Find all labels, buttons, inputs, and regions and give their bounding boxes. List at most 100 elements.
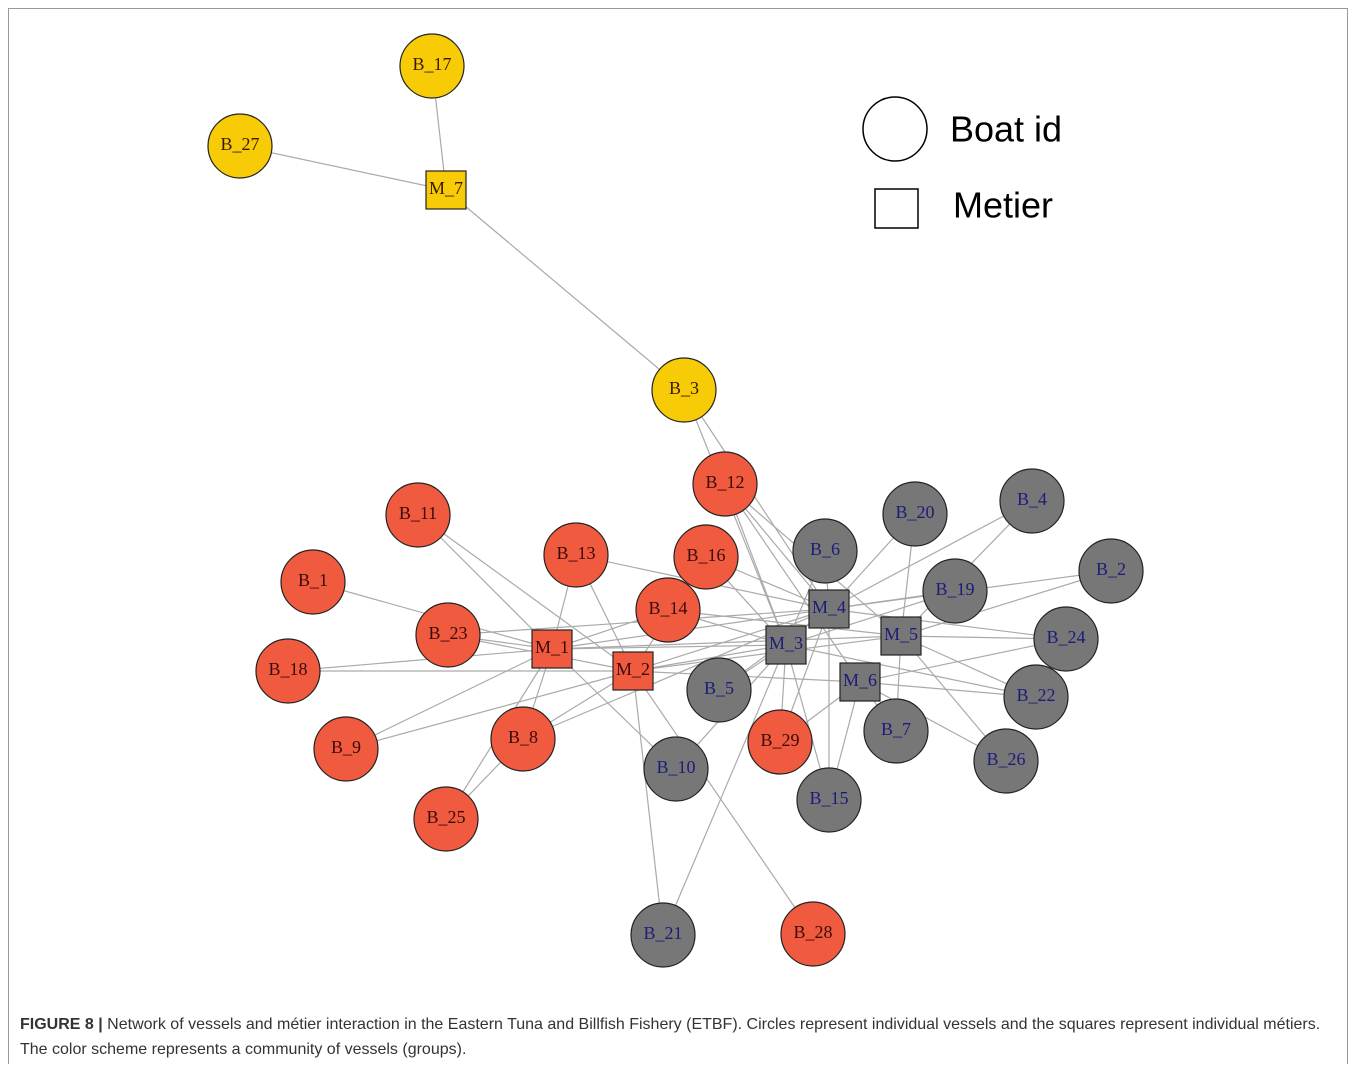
node-label: M_1 — [535, 637, 569, 657]
legend-boat: Boat id — [950, 109, 1062, 150]
edge — [828, 608, 1067, 640]
node-label: M_4 — [812, 597, 846, 617]
boat-node — [280, 549, 346, 615]
node-label: B_11 — [399, 503, 437, 523]
boat-node — [1078, 538, 1144, 604]
node-label: B_24 — [1046, 627, 1085, 647]
edge — [345, 648, 553, 750]
boat-node — [780, 901, 846, 967]
metier-node — [808, 589, 850, 629]
edge — [417, 514, 634, 672]
node-label: B_21 — [643, 923, 682, 943]
node-label: B_26 — [986, 749, 1025, 769]
legend-square — [874, 188, 919, 229]
node-label: B_12 — [705, 472, 744, 492]
boat-node — [313, 716, 379, 782]
edge — [900, 570, 1112, 637]
edge — [859, 638, 1067, 683]
edge — [632, 670, 664, 936]
nodes: B_17 B_27 M_7 B_3 B_12 B_11 B_13 B_16 B_1 B_14 B_2… — [207, 33, 1144, 968]
edge — [785, 644, 1037, 698]
boat-node — [1003, 664, 1069, 730]
edge — [632, 608, 830, 672]
node-label: B_17 — [412, 54, 451, 74]
node-label: B_10 — [656, 757, 695, 777]
boat-node — [686, 657, 752, 723]
boat-node — [999, 468, 1065, 534]
boat-node — [651, 357, 717, 423]
node-label: B_23 — [428, 623, 467, 643]
boat-node — [490, 706, 556, 772]
metier-node — [531, 629, 573, 669]
edge — [287, 648, 553, 672]
network: B_17 B_27 M_7 B_3 B_12 B_11 B_13 B_16 B_1 B_14 B_2… — [207, 33, 1144, 968]
node-label: B_28 — [793, 922, 832, 942]
boat-node — [882, 481, 948, 547]
boat-node — [673, 524, 739, 590]
metier-node — [839, 662, 881, 702]
boat-node — [692, 451, 758, 517]
node-label: B_7 — [881, 719, 911, 739]
edge — [632, 644, 787, 672]
legend-circle — [862, 96, 928, 162]
edge — [239, 145, 447, 191]
node-label: B_27 — [220, 134, 259, 154]
metier-node — [880, 616, 922, 656]
edge — [445, 189, 685, 391]
node-label: B_15 — [809, 788, 848, 808]
boat-node — [863, 698, 929, 764]
boat-node — [543, 522, 609, 588]
node-label: B_16 — [686, 545, 725, 565]
node-label: B_3 — [669, 378, 699, 398]
node-label: B_1 — [298, 570, 328, 590]
node-label: M_3 — [769, 633, 803, 653]
node-label: B_9 — [331, 737, 361, 757]
node-label: B_22 — [1016, 685, 1055, 705]
node-label: B_18 — [268, 659, 307, 679]
edge — [632, 670, 814, 935]
edge — [551, 635, 902, 650]
legend-metier: Metier — [953, 185, 1053, 226]
edge — [724, 483, 861, 683]
metier-node — [765, 625, 807, 665]
boat-node — [792, 518, 858, 584]
boat-node — [747, 709, 813, 775]
node-label: M_2 — [616, 659, 650, 679]
caption: FIGURE 8 | Network of vessels and métier… — [20, 1012, 1340, 1062]
node-label: B_6 — [810, 539, 840, 559]
boat-node — [922, 558, 988, 624]
caption-text: Network of vessels and métier interactio… — [20, 1016, 1321, 1058]
metier-node — [612, 651, 654, 691]
node-label: B_29 — [760, 730, 799, 750]
node-label: B_19 — [935, 579, 974, 599]
boat-node — [385, 482, 451, 548]
boat-node — [399, 33, 465, 99]
node-label: M_6 — [843, 670, 877, 690]
edge — [828, 500, 1033, 610]
node-label: M_7 — [429, 178, 463, 198]
boat-node — [413, 786, 479, 852]
node-label: B_13 — [556, 543, 595, 563]
boat-node — [630, 902, 696, 968]
boat-node — [415, 602, 481, 668]
figure-frame — [8, 8, 1348, 1064]
boat-node — [973, 728, 1039, 794]
boat-node — [635, 577, 701, 643]
edge — [683, 389, 787, 646]
node-label: M_5 — [884, 624, 918, 644]
node-label: B_14 — [648, 598, 687, 618]
node-label: B_4 — [1017, 489, 1047, 509]
caption-label: FIGURE 8 | — [20, 1016, 103, 1033]
boat-node — [207, 113, 273, 179]
edge — [345, 670, 634, 750]
edge — [662, 644, 787, 936]
node-label: B_5 — [704, 678, 734, 698]
boat-node — [796, 767, 862, 833]
node-label: B_20 — [895, 502, 934, 522]
metier-node — [425, 170, 467, 210]
node-label: B_8 — [508, 727, 538, 747]
edge — [551, 644, 787, 650]
boat-node — [1033, 606, 1099, 672]
node-label: B_2 — [1096, 559, 1126, 579]
